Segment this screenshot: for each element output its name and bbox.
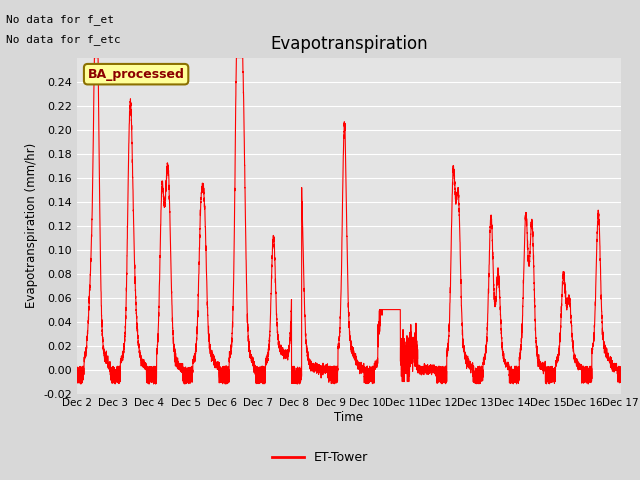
- X-axis label: Time: Time: [334, 411, 364, 424]
- Text: BA_processed: BA_processed: [88, 68, 184, 81]
- Y-axis label: Evapotranspiration (mm/hr): Evapotranspiration (mm/hr): [24, 143, 38, 308]
- Text: No data for f_etc: No data for f_etc: [6, 34, 121, 45]
- Text: No data for f_et: No data for f_et: [6, 14, 115, 25]
- Title: Evapotranspiration: Evapotranspiration: [270, 35, 428, 53]
- Legend: ET-Tower: ET-Tower: [268, 446, 372, 469]
